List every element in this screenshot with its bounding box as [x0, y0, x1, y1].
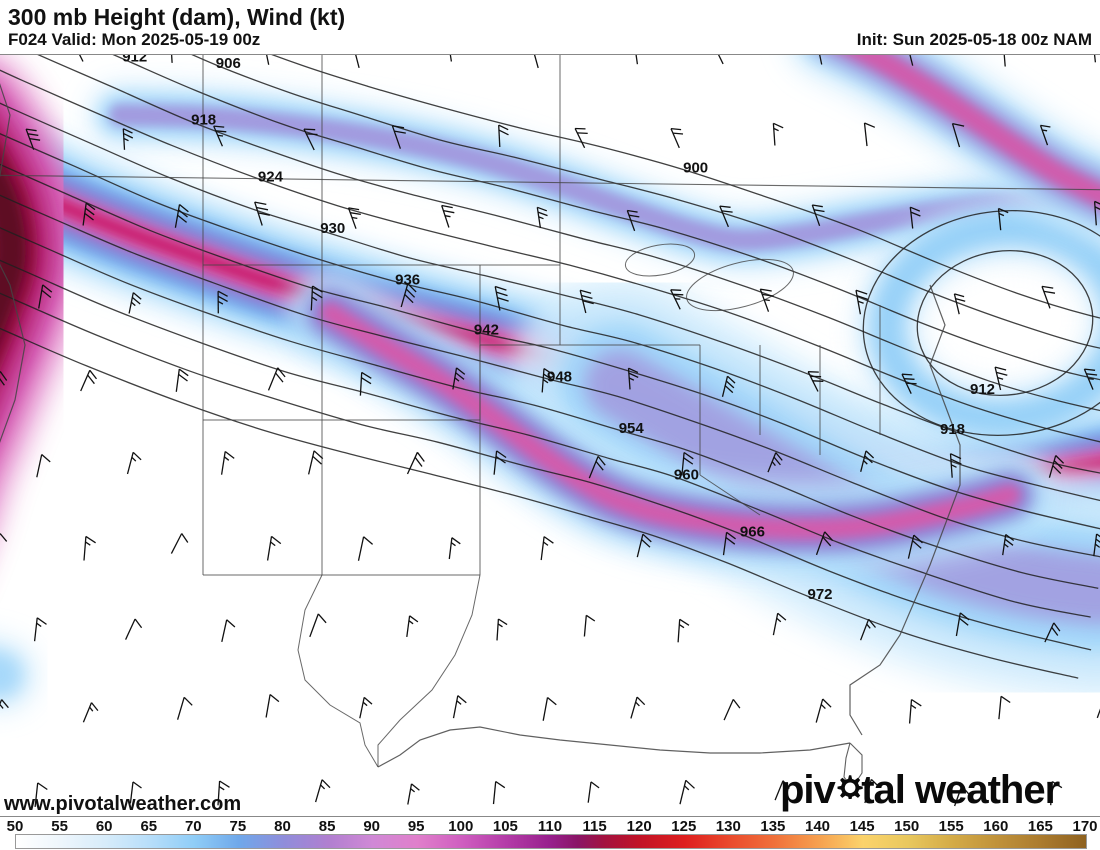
svg-text:972: 972 — [808, 586, 833, 603]
svg-text:912: 912 — [970, 381, 995, 398]
svg-text:924: 924 — [258, 169, 284, 186]
svg-text:942: 942 — [474, 321, 499, 338]
svg-text:912: 912 — [122, 55, 147, 66]
svg-text:900: 900 — [683, 160, 708, 177]
svg-text:954: 954 — [619, 420, 645, 437]
svg-text:906: 906 — [216, 55, 241, 72]
svg-text:918: 918 — [940, 421, 965, 438]
svg-text:936: 936 — [395, 272, 420, 289]
svg-text:948: 948 — [547, 369, 572, 386]
svg-text:960: 960 — [674, 467, 699, 484]
svg-text:966: 966 — [740, 524, 765, 541]
svg-text:930: 930 — [320, 220, 345, 237]
svg-text:918: 918 — [191, 112, 216, 129]
